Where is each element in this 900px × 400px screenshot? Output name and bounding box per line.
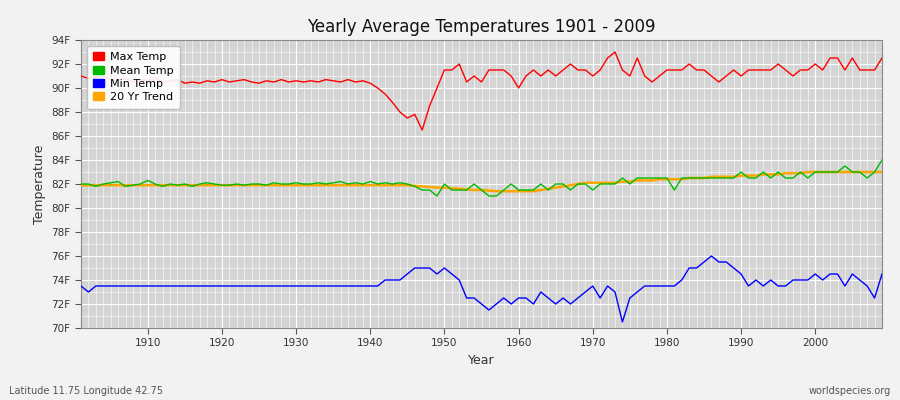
Mean Temp — [432, 194, 443, 198]
Min Temp — [706, 254, 716, 258]
Max Temp — [609, 50, 620, 54]
Mean Temp — [298, 182, 309, 186]
Max Temp — [417, 128, 428, 132]
Mean Temp — [609, 182, 620, 186]
X-axis label: Year: Year — [468, 354, 495, 367]
Mean Temp — [513, 188, 524, 192]
Mean Temp — [520, 188, 531, 192]
Text: Latitude 11.75 Longitude 42.75: Latitude 11.75 Longitude 42.75 — [9, 386, 163, 396]
Y-axis label: Temperature: Temperature — [33, 144, 46, 224]
20 Yr Trend — [76, 183, 86, 188]
20 Yr Trend — [877, 170, 887, 174]
Min Temp — [877, 272, 887, 276]
Min Temp — [602, 284, 613, 288]
20 Yr Trend — [298, 183, 309, 188]
Text: worldspecies.org: worldspecies.org — [809, 386, 891, 396]
Max Temp — [513, 86, 524, 90]
Legend: Max Temp, Mean Temp, Min Temp, 20 Yr Trend: Max Temp, Mean Temp, Min Temp, 20 Yr Tre… — [86, 46, 180, 109]
Line: Mean Temp: Mean Temp — [81, 160, 882, 196]
20 Yr Trend — [491, 189, 501, 194]
Title: Yearly Average Temperatures 1901 - 2009: Yearly Average Temperatures 1901 - 2009 — [307, 18, 656, 36]
Line: Min Temp: Min Temp — [81, 256, 882, 322]
Min Temp — [298, 284, 309, 288]
Mean Temp — [877, 158, 887, 162]
Line: Max Temp: Max Temp — [81, 52, 882, 130]
20 Yr Trend — [343, 183, 354, 188]
Mean Temp — [76, 182, 86, 186]
Min Temp — [506, 302, 517, 306]
Line: 20 Yr Trend: 20 Yr Trend — [81, 172, 882, 191]
Max Temp — [617, 68, 628, 72]
Mean Temp — [135, 182, 146, 186]
Max Temp — [877, 56, 887, 60]
20 Yr Trend — [609, 180, 620, 185]
Max Temp — [76, 74, 86, 78]
Max Temp — [520, 74, 531, 78]
Min Temp — [135, 284, 146, 288]
Max Temp — [135, 77, 146, 82]
20 Yr Trend — [513, 189, 524, 194]
Max Temp — [298, 80, 309, 84]
Mean Temp — [343, 182, 354, 186]
20 Yr Trend — [520, 189, 531, 194]
20 Yr Trend — [135, 183, 146, 188]
Min Temp — [617, 320, 628, 324]
Min Temp — [76, 284, 86, 288]
Min Temp — [343, 284, 354, 288]
20 Yr Trend — [803, 170, 814, 174]
Max Temp — [343, 77, 354, 82]
Min Temp — [513, 296, 524, 300]
